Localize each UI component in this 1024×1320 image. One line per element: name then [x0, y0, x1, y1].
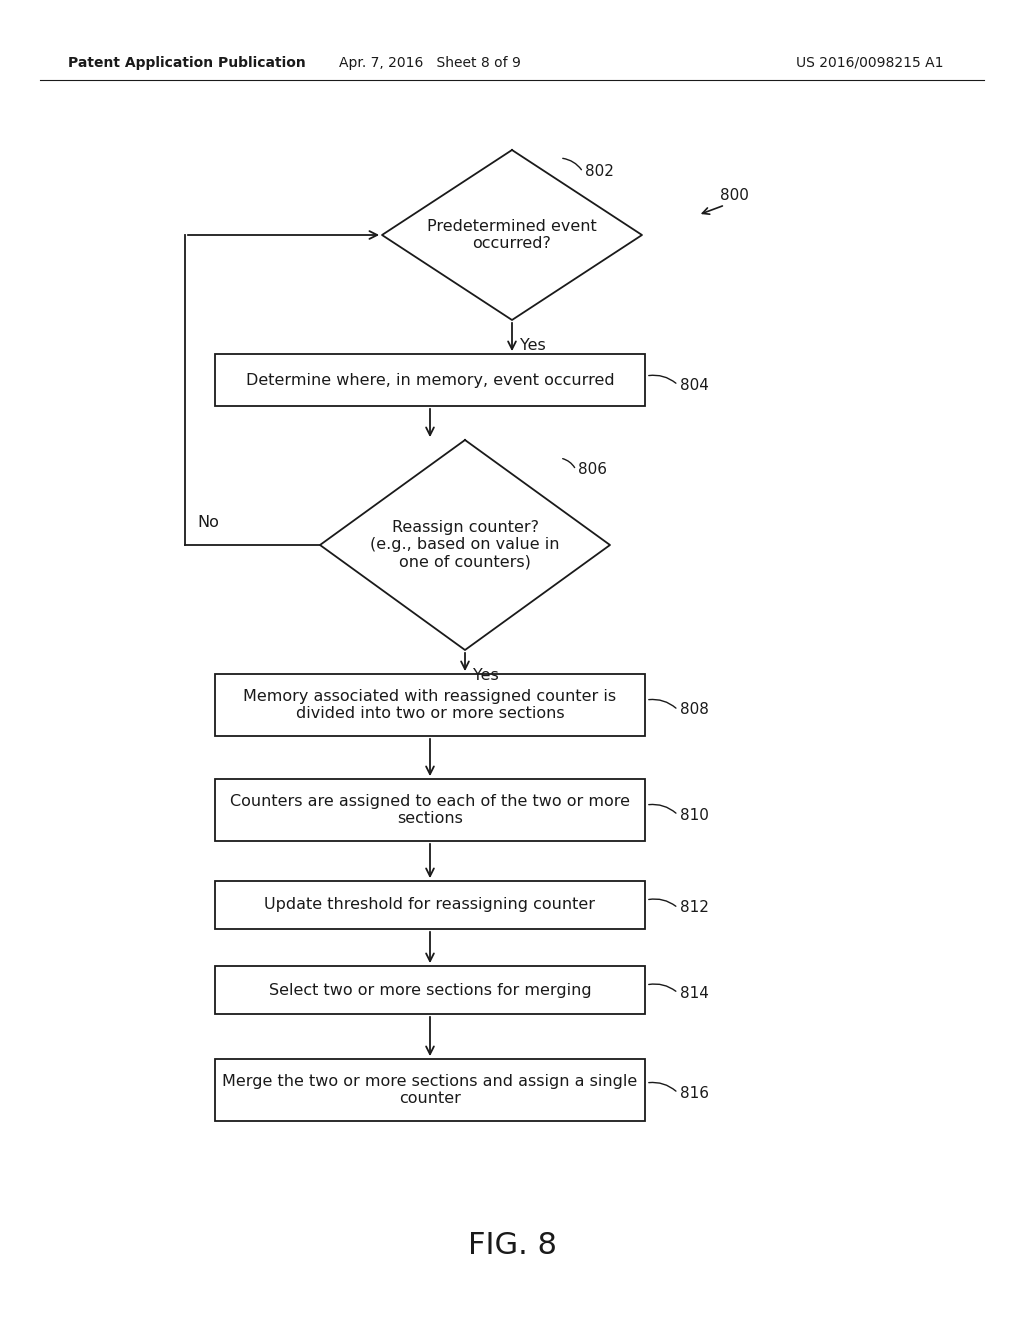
Text: 816: 816: [680, 1085, 709, 1101]
Text: Apr. 7, 2016   Sheet 8 of 9: Apr. 7, 2016 Sheet 8 of 9: [339, 55, 521, 70]
Text: Counters are assigned to each of the two or more
sections: Counters are assigned to each of the two…: [230, 793, 630, 826]
Bar: [215, 675, 645, 737]
Text: Reassign counter?
(e.g., based on value in
one of counters): Reassign counter? (e.g., based on value …: [371, 520, 560, 570]
Text: US 2016/0098215 A1: US 2016/0098215 A1: [797, 55, 944, 70]
Text: Yes: Yes: [520, 338, 546, 352]
Text: Select two or more sections for merging: Select two or more sections for merging: [268, 982, 591, 998]
Bar: [215, 966, 645, 1014]
Text: Determine where, in memory, event occurred: Determine where, in memory, event occurr…: [246, 372, 614, 388]
Text: 810: 810: [680, 808, 709, 822]
Text: Yes: Yes: [473, 668, 499, 682]
Polygon shape: [319, 440, 610, 649]
Text: 814: 814: [680, 986, 709, 1001]
Text: No: No: [197, 515, 219, 531]
Text: 808: 808: [680, 702, 709, 718]
Bar: [215, 880, 645, 929]
Text: FIG. 8: FIG. 8: [468, 1230, 556, 1259]
Text: Patent Application Publication: Patent Application Publication: [68, 55, 306, 70]
Text: Predetermined event
occurred?: Predetermined event occurred?: [427, 219, 597, 251]
Text: 802: 802: [585, 165, 613, 180]
Text: Merge the two or more sections and assign a single
counter: Merge the two or more sections and assig…: [222, 1073, 638, 1106]
Bar: [215, 1059, 645, 1121]
Text: 804: 804: [680, 378, 709, 392]
Text: 812: 812: [680, 900, 709, 916]
Bar: [215, 779, 645, 841]
Text: Memory associated with reassigned counter is
divided into two or more sections: Memory associated with reassigned counte…: [244, 689, 616, 721]
Text: 800: 800: [720, 187, 749, 202]
Text: Update threshold for reassigning counter: Update threshold for reassigning counter: [264, 898, 596, 912]
Text: 806: 806: [578, 462, 607, 478]
Bar: [215, 354, 645, 407]
Polygon shape: [382, 150, 642, 319]
